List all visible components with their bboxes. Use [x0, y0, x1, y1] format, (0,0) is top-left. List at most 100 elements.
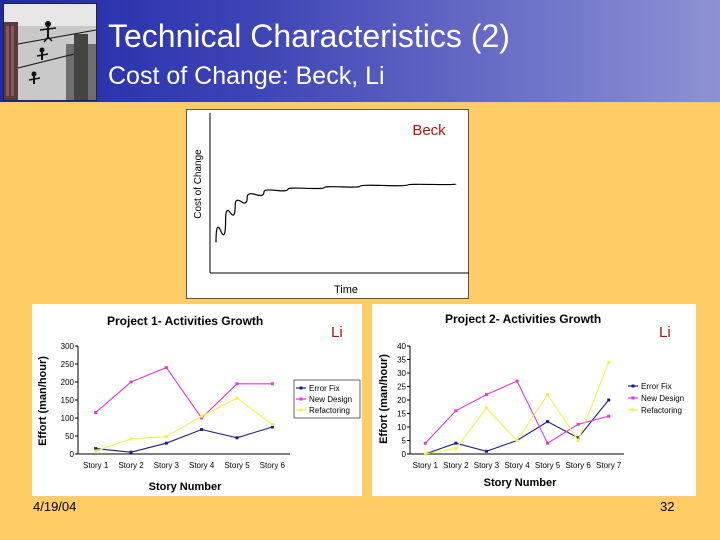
p2-data-point [515, 439, 519, 442]
beck-chart-title: Beck [412, 122, 446, 139]
p2-legend-label: Error Fix [641, 382, 672, 391]
p1-x-tick-label: Story 6 [260, 461, 286, 470]
p1-series-line-refactoring [95, 397, 273, 452]
project1-chart: Project 1- Activities Growth Li Effort (… [37, 314, 361, 493]
p1-y-tick-label: 250 [61, 360, 75, 369]
p2-y-tick-label: 30 [397, 369, 406, 378]
p2-data-point [546, 420, 550, 424]
p2-y-tick-label: 40 [397, 342, 406, 351]
p2-y-tick-label: 25 [397, 383, 406, 392]
project2-chart: Project 2- Activities Growth Li Effort (… [378, 312, 684, 489]
project1-li-tag: Li [331, 324, 343, 341]
p2-y-tick-label: 35 [397, 356, 406, 365]
p2-legend-marker [631, 408, 635, 412]
p1-data-point [129, 450, 133, 454]
p1-data-point [200, 416, 204, 420]
p2-legend-marker [631, 396, 635, 400]
p2-legend-marker [631, 384, 635, 388]
project2-x-label: Story Number [484, 477, 557, 489]
beck-chart-panel: Beck Cost of Change Time [186, 109, 469, 299]
p1-legend-label: Refactoring [309, 406, 350, 415]
project2-title: Project 2- Activities Growth [445, 312, 601, 326]
p1-data-point [129, 380, 133, 384]
p1-data-point [200, 414, 204, 418]
p1-y-tick-label: 100 [61, 414, 75, 423]
slide-page-number: 32 [660, 499, 675, 514]
p1-data-point [94, 449, 98, 453]
slide-date: 4/19/04 [33, 499, 77, 514]
beck-cost-curve [215, 183, 457, 243]
p1-legend-label: New Design [309, 395, 352, 404]
p2-legend-label: New Design [641, 394, 684, 403]
p2-data-point [607, 398, 611, 402]
p1-data-point [129, 437, 133, 441]
p2-y-tick-label: 15 [397, 410, 406, 419]
p2-legend-label: Refactoring [641, 406, 682, 415]
p2-data-point [454, 447, 458, 451]
project2-y-ticks: 0 5 10 15 20 25 30 35 40 [397, 342, 410, 459]
p1-data-point [270, 425, 274, 429]
p1-data-point [94, 447, 98, 451]
p2-data-point [423, 441, 427, 445]
p2-data-point [576, 436, 580, 440]
project1-y-ticks: 0 50 100 150 200 250 300 [61, 342, 78, 459]
p1-y-tick-label: 50 [65, 432, 74, 441]
slide-subtitle: Cost of Change: Beck, Li [108, 62, 385, 90]
tightrope-logo [3, 3, 97, 101]
p1-data-point [164, 366, 168, 370]
p2-x-tick-label: Story 3 [474, 461, 500, 470]
p2-x-tick-label: Story 2 [443, 461, 469, 470]
project1-x-label: Story Number [149, 481, 222, 493]
p2-data-point [515, 379, 519, 383]
p1-legend-marker [299, 397, 303, 401]
project2-li-tag: Li [659, 324, 671, 341]
p2-data-point [576, 439, 580, 442]
p1-data-point [235, 396, 239, 400]
beck-chart: Beck Cost of Change Time [186, 109, 469, 299]
p1-data-point [164, 435, 168, 439]
p1-y-tick-label: 200 [61, 378, 75, 387]
p1-x-tick-label: Story 2 [118, 461, 144, 470]
p2-data-point [484, 449, 488, 453]
project1-x-ticks: Story 1 Story 2 Story 3 Story 4 Story 5 Story… [83, 461, 286, 470]
p1-x-tick-label: Story 1 [83, 461, 109, 470]
p2-data-point [423, 452, 427, 456]
p1-y-tick-label: 0 [70, 450, 75, 459]
p1-legend-marker [299, 408, 303, 412]
p2-y-tick-label: 10 [397, 423, 406, 432]
p2-data-point [607, 414, 611, 418]
project2-y-label: Effort (man/hour) [378, 354, 390, 444]
project1-y-label: Effort (man/hour) [37, 356, 49, 446]
beck-y-label: Cost of Change [193, 149, 204, 219]
p1-data-point [235, 382, 239, 386]
p1-legend-label: Error Fix [309, 384, 340, 393]
p1-series-line-error-fix [95, 426, 273, 453]
p1-data-point [164, 441, 168, 445]
p2-data-point [546, 393, 550, 397]
p2-x-tick-label: Story 6 [565, 461, 591, 470]
p2-series-line-error-fix [425, 399, 610, 455]
p1-series-line-new-design [95, 366, 273, 419]
p2-data-point [546, 441, 550, 445]
beck-x-label: Time [334, 284, 358, 296]
p2-data-point [484, 393, 488, 397]
p2-data-point [454, 441, 458, 445]
p2-x-tick-label: Story 5 [535, 461, 561, 470]
p1-data-point [270, 382, 274, 386]
slide-title: Technical Characteristics (2) [108, 18, 510, 54]
p2-x-tick-label: Story 7 [596, 461, 622, 470]
p1-x-tick-label: Story 3 [154, 461, 180, 470]
project2-x-ticks: Story 1 Story 2 Story 3 Story 4 Story 5 Story… [413, 461, 622, 470]
project1-chart-panel: Project 1- Activities Growth Li Effort (… [32, 304, 362, 496]
p1-x-tick-label: Story 4 [189, 461, 215, 470]
project2-chart-panel: Project 2- Activities Growth Li Effort (… [372, 304, 696, 496]
p2-data-point [484, 406, 488, 410]
p2-y-tick-label: 0 [402, 450, 407, 459]
p2-data-point [454, 409, 458, 413]
p2-x-tick-label: Story 1 [413, 461, 439, 470]
p2-x-tick-label: Story 4 [504, 461, 530, 470]
project1-title: Project 1- Activities Growth [107, 314, 263, 328]
p1-x-tick-label: Story 5 [224, 461, 250, 470]
slide-header: Technical Characteristics (2) Cost of Ch… [0, 0, 720, 102]
p2-y-tick-label: 20 [397, 396, 406, 405]
